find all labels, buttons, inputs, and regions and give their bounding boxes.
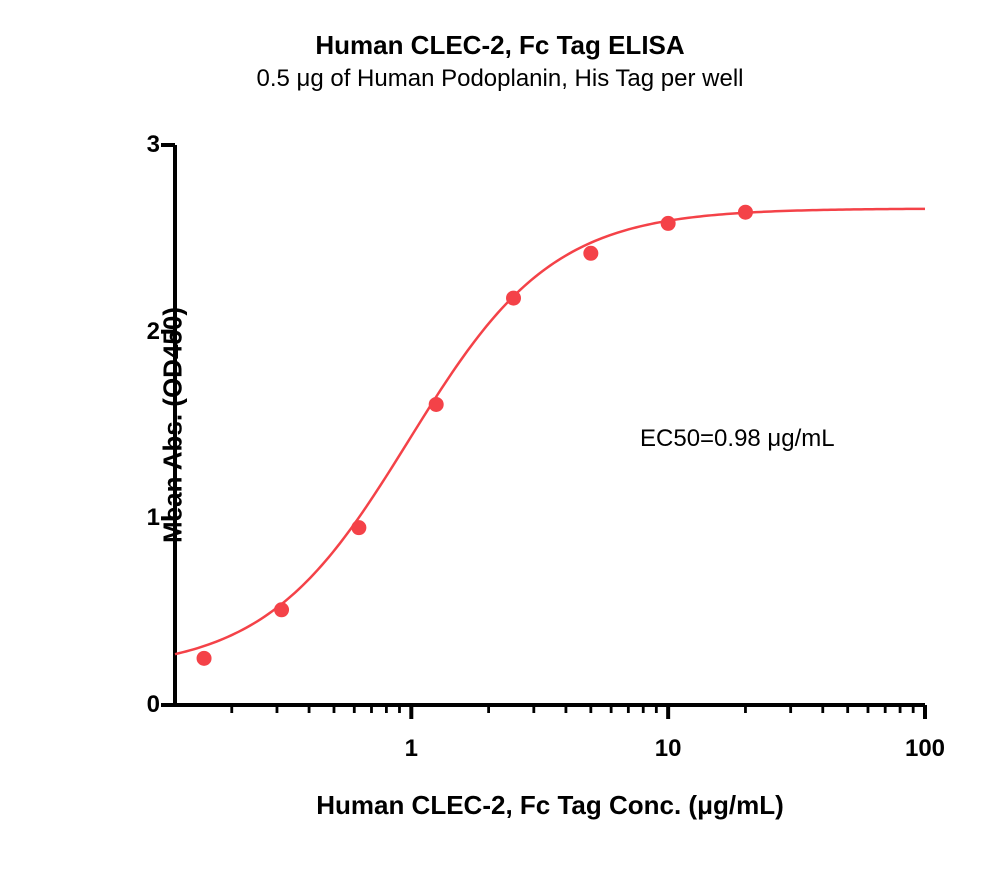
chart-subtitle: 0.5 μg of Human Podoplanin, His Tag per … <box>0 65 1000 93</box>
y-tick-label: 3 <box>147 131 160 159</box>
x-tick-label: 1 <box>405 735 418 763</box>
elisa-chart: Human CLEC-2, Fc Tag ELISA 0.5 μg of Hum… <box>0 0 1000 880</box>
chart-title-block: Human CLEC-2, Fc Tag ELISA 0.5 μg of Hum… <box>0 30 1000 93</box>
x-tick-label: 10 <box>655 735 682 763</box>
chart-title: Human CLEC-2, Fc Tag ELISA <box>0 30 1000 61</box>
y-tick-label: 2 <box>147 318 160 346</box>
x-tick-label: 100 <box>905 735 945 763</box>
x-axis-label: Human CLEC-2, Fc Tag Conc. (μg/mL) <box>175 790 925 821</box>
y-tick-label: 0 <box>147 691 160 719</box>
y-tick-label: 1 <box>147 504 160 532</box>
ec50-annotation: EC50=0.98 μg/mL <box>640 425 835 453</box>
